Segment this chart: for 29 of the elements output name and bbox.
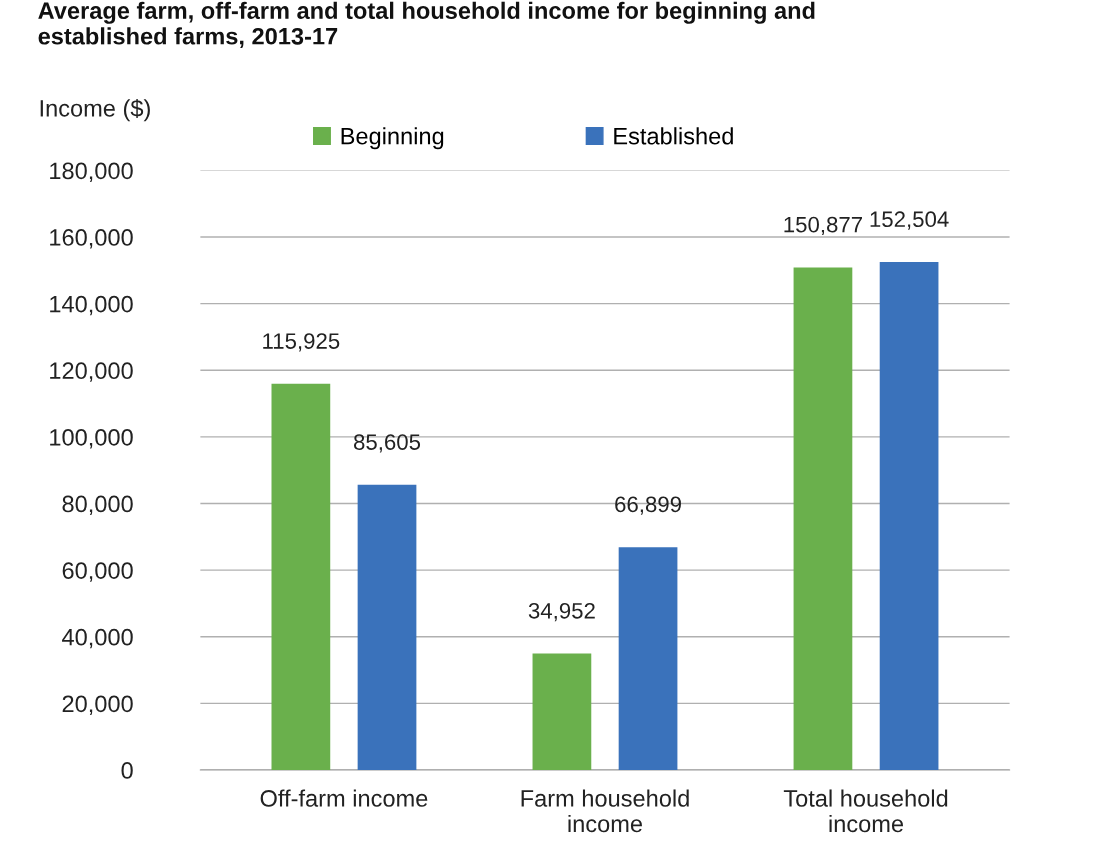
y-tick-label: 120,000 <box>50 362 133 382</box>
bar <box>879 262 939 771</box>
bar <box>618 547 678 771</box>
x-tick-label: Total household income <box>783 789 948 833</box>
y-tick-label: 140,000 <box>50 295 133 316</box>
data-label: 34,952 <box>528 602 595 622</box>
y-tick-label: 60,000 <box>62 562 133 582</box>
y-tick-label: 100,000 <box>50 428 133 449</box>
y-tick-label: 80,000 <box>62 495 133 516</box>
x-tick-label: Off-farm income <box>260 789 428 807</box>
legend-label: Established <box>614 127 733 145</box>
bar <box>793 267 853 771</box>
y-tick-label: 160,000 <box>50 229 133 249</box>
y-tick-label: 180,000 <box>50 162 133 182</box>
data-label: 85,605 <box>353 434 421 453</box>
legend-label: Beginning <box>341 127 444 150</box>
bar <box>271 383 331 771</box>
data-label: 66,899 <box>615 496 681 515</box>
y-tick-label: 40,000 <box>62 628 133 649</box>
y-tick-label: 0 <box>121 762 133 779</box>
y-axis-title: Income ($) <box>40 98 150 122</box>
y-tick-label: 20,000 <box>62 695 133 715</box>
bar <box>357 484 417 771</box>
chart-title: Average farm, off-farm and total household income for beginning and established farms, 2013-17 <box>38 1 815 49</box>
x-tick-label: Farm household income <box>521 789 689 833</box>
data-label: 152,504 <box>870 211 949 230</box>
data-label: 150,877 <box>784 216 862 236</box>
data-label: 115,925 <box>263 333 340 352</box>
bar <box>532 653 592 771</box>
